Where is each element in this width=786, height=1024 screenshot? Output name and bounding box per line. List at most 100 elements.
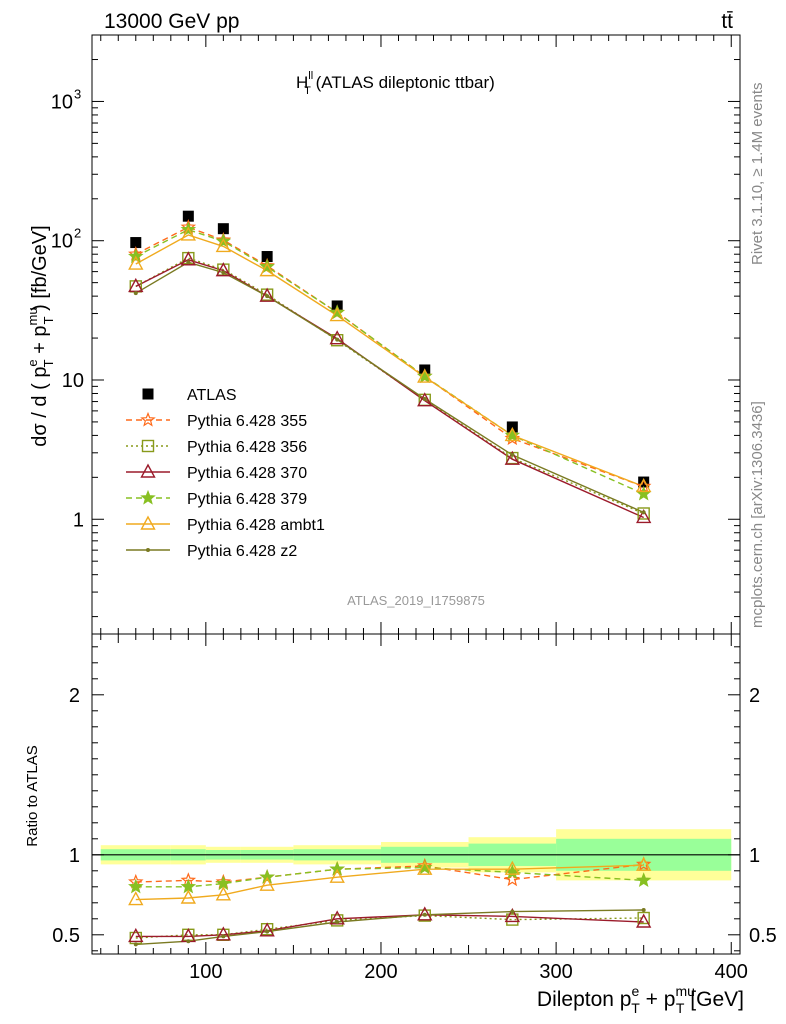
x-tick-label: 100 bbox=[189, 961, 222, 983]
analysis-id-label: ATLAS_2019_I1759875 bbox=[347, 593, 485, 608]
ratio-point-370 bbox=[417, 906, 433, 921]
data-point-356 bbox=[637, 507, 650, 520]
data-point-370 bbox=[259, 287, 275, 302]
ratio-y-tick-label-right: 0.5 bbox=[749, 925, 777, 947]
legend-marker-355 bbox=[140, 411, 156, 427]
y-tick-label: 10 bbox=[51, 231, 73, 253]
ratio-point-ambt1 bbox=[504, 860, 520, 875]
legend-marker-ambt1 bbox=[140, 515, 156, 530]
data-point-379 bbox=[416, 368, 433, 384]
x-tick-label: 400 bbox=[715, 961, 748, 983]
data-point-ambt1 bbox=[215, 237, 232, 253]
data-point-z2 bbox=[335, 337, 340, 342]
series-line-355 bbox=[135, 226, 644, 488]
ratio-point-z2 bbox=[510, 909, 515, 914]
data-point-z2 bbox=[641, 510, 646, 515]
site-label: mcplots.cern.ch [arXiv:1306.3436] bbox=[749, 401, 766, 628]
ratio-point-379 bbox=[416, 859, 433, 875]
ratio-point-379 bbox=[329, 861, 345, 876]
data-point-379 bbox=[329, 304, 345, 320]
ratio-point-ambt1 bbox=[259, 876, 275, 891]
data-point-ambt1 bbox=[329, 307, 345, 322]
legend-label-ATLAS: ATLAS bbox=[187, 387, 237, 404]
data-point-370 bbox=[417, 392, 433, 407]
series-line-379 bbox=[135, 228, 644, 495]
ratio-point-356 bbox=[330, 914, 344, 927]
x-tick-label: 300 bbox=[539, 961, 572, 983]
legend-marker-356 bbox=[141, 439, 155, 453]
ratio-point-z2 bbox=[221, 934, 226, 939]
legend-marker-379 bbox=[140, 489, 156, 505]
data-point-ATLAS bbox=[130, 237, 142, 249]
data-point-379 bbox=[635, 485, 652, 501]
data-point-z2 bbox=[186, 260, 191, 265]
legend-marker-z2 bbox=[146, 548, 150, 552]
ratio-point-ambt1 bbox=[417, 860, 433, 875]
data-point-ATLAS bbox=[182, 210, 194, 222]
process-label: tt̄ bbox=[721, 10, 733, 33]
data-point-370 bbox=[636, 508, 652, 524]
data-point-ambt1 bbox=[417, 368, 433, 383]
ratio-panel: 0.5 0.5 1 1 2 2 100 200 300 400 Ratio to ATLAS Di… bbox=[24, 633, 777, 1016]
ratio-point-355 bbox=[504, 871, 521, 887]
data-point-370 bbox=[215, 262, 232, 277]
ratio-point-379 bbox=[259, 869, 275, 884]
ratio-point-379 bbox=[128, 878, 144, 894]
y-tick-label-exponent: 2 bbox=[74, 226, 81, 241]
main-y-axis-label: dσ / d ( peT + pmuT ) [fb/GeV] bbox=[25, 225, 56, 446]
plot-title: Hll T (ATLAS dileptonic ttbar) bbox=[296, 70, 495, 97]
data-point-ATLAS bbox=[217, 223, 229, 235]
data-point-ambt1 bbox=[259, 262, 275, 277]
series-line-ambt1 bbox=[135, 234, 644, 488]
data-point-370 bbox=[504, 450, 520, 465]
y-tick-label-exponent: 3 bbox=[74, 86, 81, 101]
data-point-ambt1 bbox=[504, 426, 520, 442]
legend-label-ambt1: Pythia 6.428 ambt1 bbox=[187, 517, 325, 534]
ratio-point-z2 bbox=[265, 929, 270, 934]
data-point-ambt1 bbox=[180, 226, 196, 241]
ratio-y-tick-label-right: 1 bbox=[749, 845, 760, 867]
ratio-point-ambt1 bbox=[329, 868, 345, 883]
data-point-z2 bbox=[265, 294, 270, 299]
legend-marker-ATLAS bbox=[142, 388, 154, 400]
ratio-point-370 bbox=[259, 922, 275, 937]
energy-label: 13000 GeV pp bbox=[104, 10, 239, 33]
ratio-line-z2 bbox=[135, 909, 644, 946]
ratio-point-370 bbox=[504, 907, 520, 923]
legend-label-355: Pythia 6.428 355 bbox=[187, 413, 307, 430]
data-point-ambt1 bbox=[128, 255, 144, 270]
ratio-point-z2 bbox=[422, 912, 427, 917]
ratio-line-ambt1 bbox=[135, 864, 644, 901]
ratio-point-370 bbox=[128, 927, 144, 943]
ratio-frame bbox=[91, 633, 741, 955]
ratio-y-tick-label: 2 bbox=[69, 685, 80, 707]
x-axis-label: Dilepton pe T + pmu T [GeV] bbox=[537, 983, 744, 1016]
ratio-point-356 bbox=[637, 911, 650, 925]
y-tick-label: 10 bbox=[62, 370, 84, 392]
legend-marker-370 bbox=[140, 463, 156, 478]
data-point-z2 bbox=[510, 452, 515, 457]
ratio-y-tick-label: 1 bbox=[69, 845, 80, 867]
ratio-point-ambt1 bbox=[636, 856, 652, 871]
y-tick-label: 10 bbox=[51, 91, 73, 113]
x-tick-label: 200 bbox=[364, 961, 397, 983]
ratio-point-z2 bbox=[133, 942, 138, 947]
ratio-point-z2 bbox=[641, 908, 646, 912]
data-point-z2 bbox=[133, 291, 138, 296]
data-point-ambt1 bbox=[636, 477, 652, 493]
data-point-379 bbox=[504, 427, 521, 443]
legend-label-379: Pythia 6.428 379 bbox=[187, 491, 307, 508]
ratio-y-tick-label-right: 2 bbox=[749, 685, 760, 707]
data-point-ATLAS bbox=[261, 251, 273, 263]
ratio-point-z2 bbox=[186, 939, 191, 944]
data-point-370 bbox=[180, 251, 196, 266]
data-point-ATLAS bbox=[638, 476, 650, 488]
ratio-point-356 bbox=[418, 909, 431, 922]
y-tick-label: 1 bbox=[73, 509, 84, 531]
rivet-version-label: Rivet 3.1.10, ≥ 1.4M events bbox=[749, 83, 766, 266]
legend-label-370: Pythia 6.428 370 bbox=[187, 465, 307, 482]
ratio-point-355 bbox=[635, 856, 652, 872]
legend: ATLAS Pythia 6.428 355 Pythia 6.428 356 Pyt… bbox=[126, 387, 325, 560]
